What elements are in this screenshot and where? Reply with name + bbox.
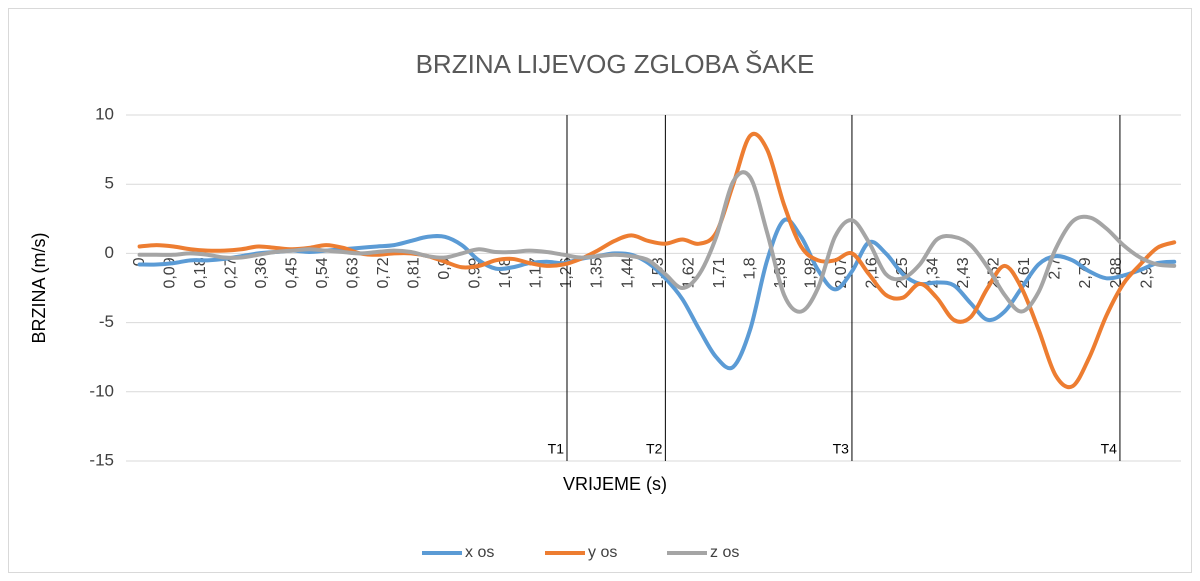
x-tick-label: 0,27 bbox=[222, 257, 239, 288]
x-tick-label: 1,71 bbox=[711, 257, 728, 288]
legend-label: z os bbox=[710, 544, 739, 561]
marker-label: T1 bbox=[548, 441, 565, 457]
series-line bbox=[137, 217, 1177, 371]
marker-label: T3 bbox=[833, 441, 850, 457]
legend-label: y os bbox=[588, 544, 617, 561]
legend-label: x os bbox=[465, 544, 494, 561]
x-tick-label: 1,8 bbox=[741, 257, 758, 279]
x-tick-label: 2,43 bbox=[955, 257, 972, 288]
chart-title: BRZINA LIJEVOG ZGLOBA ŠAKE bbox=[416, 49, 815, 79]
series-line bbox=[137, 170, 1177, 314]
x-tick-label: 0 bbox=[131, 257, 148, 266]
marker-label: T4 bbox=[1101, 441, 1118, 457]
x-tick-label: 1,35 bbox=[589, 257, 606, 288]
y-tick-label: 10 bbox=[95, 104, 114, 123]
x-tick-label: 0,54 bbox=[314, 257, 331, 288]
x-tick-label: 0,63 bbox=[345, 257, 362, 288]
x-tick-label: 2,61 bbox=[1016, 257, 1033, 288]
y-axis-title: BRZINA (m/s) bbox=[29, 233, 49, 344]
x-tick-label: 0,72 bbox=[375, 257, 392, 288]
marker-label: T2 bbox=[646, 441, 663, 457]
y-tick-label: -5 bbox=[99, 312, 114, 331]
y-tick-label: -10 bbox=[89, 381, 114, 400]
y-tick-label: 0 bbox=[105, 243, 114, 262]
y-tick-label: 5 bbox=[105, 174, 114, 193]
x-axis-title: VRIJEME (s) bbox=[563, 474, 667, 494]
x-tick-label: 2,88 bbox=[1108, 257, 1125, 288]
y-tick-label: -15 bbox=[89, 450, 114, 469]
x-tick-label: 0,45 bbox=[283, 257, 300, 288]
x-tick-label: 0,36 bbox=[253, 257, 270, 288]
x-tick-label: 0,81 bbox=[406, 257, 423, 288]
chart-area bbox=[8, 8, 1192, 573]
x-tick-label: 0,18 bbox=[192, 257, 209, 288]
x-tick-label: 1,08 bbox=[497, 257, 514, 288]
x-tick-label: 1,44 bbox=[619, 257, 636, 288]
